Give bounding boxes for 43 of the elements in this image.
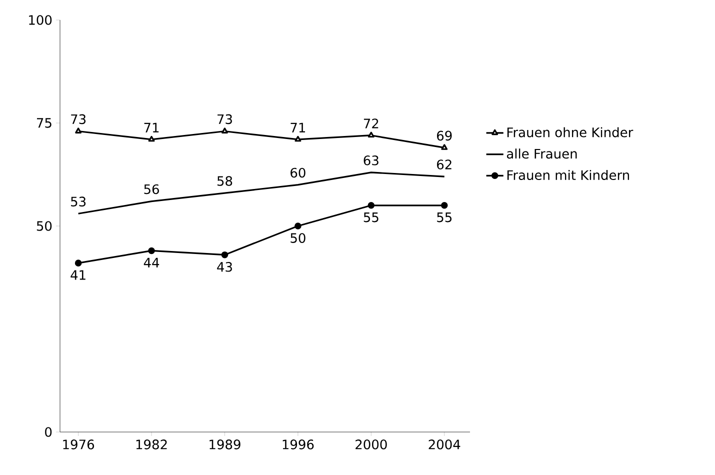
point: [221, 251, 228, 258]
point: [75, 128, 82, 134]
x-tick-label: 1996: [282, 440, 314, 450]
point: [441, 144, 448, 150]
y-tick-label: 75: [36, 118, 52, 128]
data-label: 55: [437, 212, 452, 222]
x-tick-label: 1989: [210, 440, 240, 450]
data-label: 53: [71, 196, 86, 207]
x-tick-label: 1976: [63, 440, 94, 450]
data-label: 73: [218, 114, 232, 124]
point: [148, 247, 155, 254]
data-label: 58: [217, 176, 232, 186]
point: [222, 128, 228, 134]
data-label: 62: [437, 160, 452, 170]
data-label: 69: [437, 130, 452, 141]
legend-label: alle Frauen: [506, 148, 577, 159]
point: [440, 202, 448, 209]
legend-label: Frauen mit Kindern: [507, 170, 630, 180]
point: [368, 132, 374, 138]
x-tick-label: 1982: [136, 440, 167, 450]
point: [294, 136, 302, 142]
data-label: 72: [364, 118, 378, 128]
point: [74, 260, 82, 266]
data-label: 60: [290, 168, 306, 178]
x-tick-label: 2000: [356, 440, 387, 450]
data-label: 44: [144, 258, 160, 268]
data-label: 43: [217, 262, 232, 272]
point: [148, 136, 155, 142]
y-tick-label: 100: [29, 15, 52, 25]
point: [294, 222, 302, 230]
point: [368, 202, 375, 209]
data-label: 56: [144, 184, 159, 194]
x-tick-label: 2004: [428, 440, 460, 450]
data-label: 41: [70, 270, 86, 280]
data-label: 63: [364, 155, 378, 166]
legend-label: Frauen ohne Kinder: [507, 127, 634, 138]
data-label: 55: [364, 212, 378, 222]
y-tick-label: 0: [45, 427, 52, 437]
data-label: 71: [144, 122, 159, 132]
data-label: 71: [290, 122, 306, 132]
data-label: 73: [71, 114, 86, 124]
data-label: 50: [290, 233, 306, 243]
y-tick-label: 50: [36, 221, 52, 231]
